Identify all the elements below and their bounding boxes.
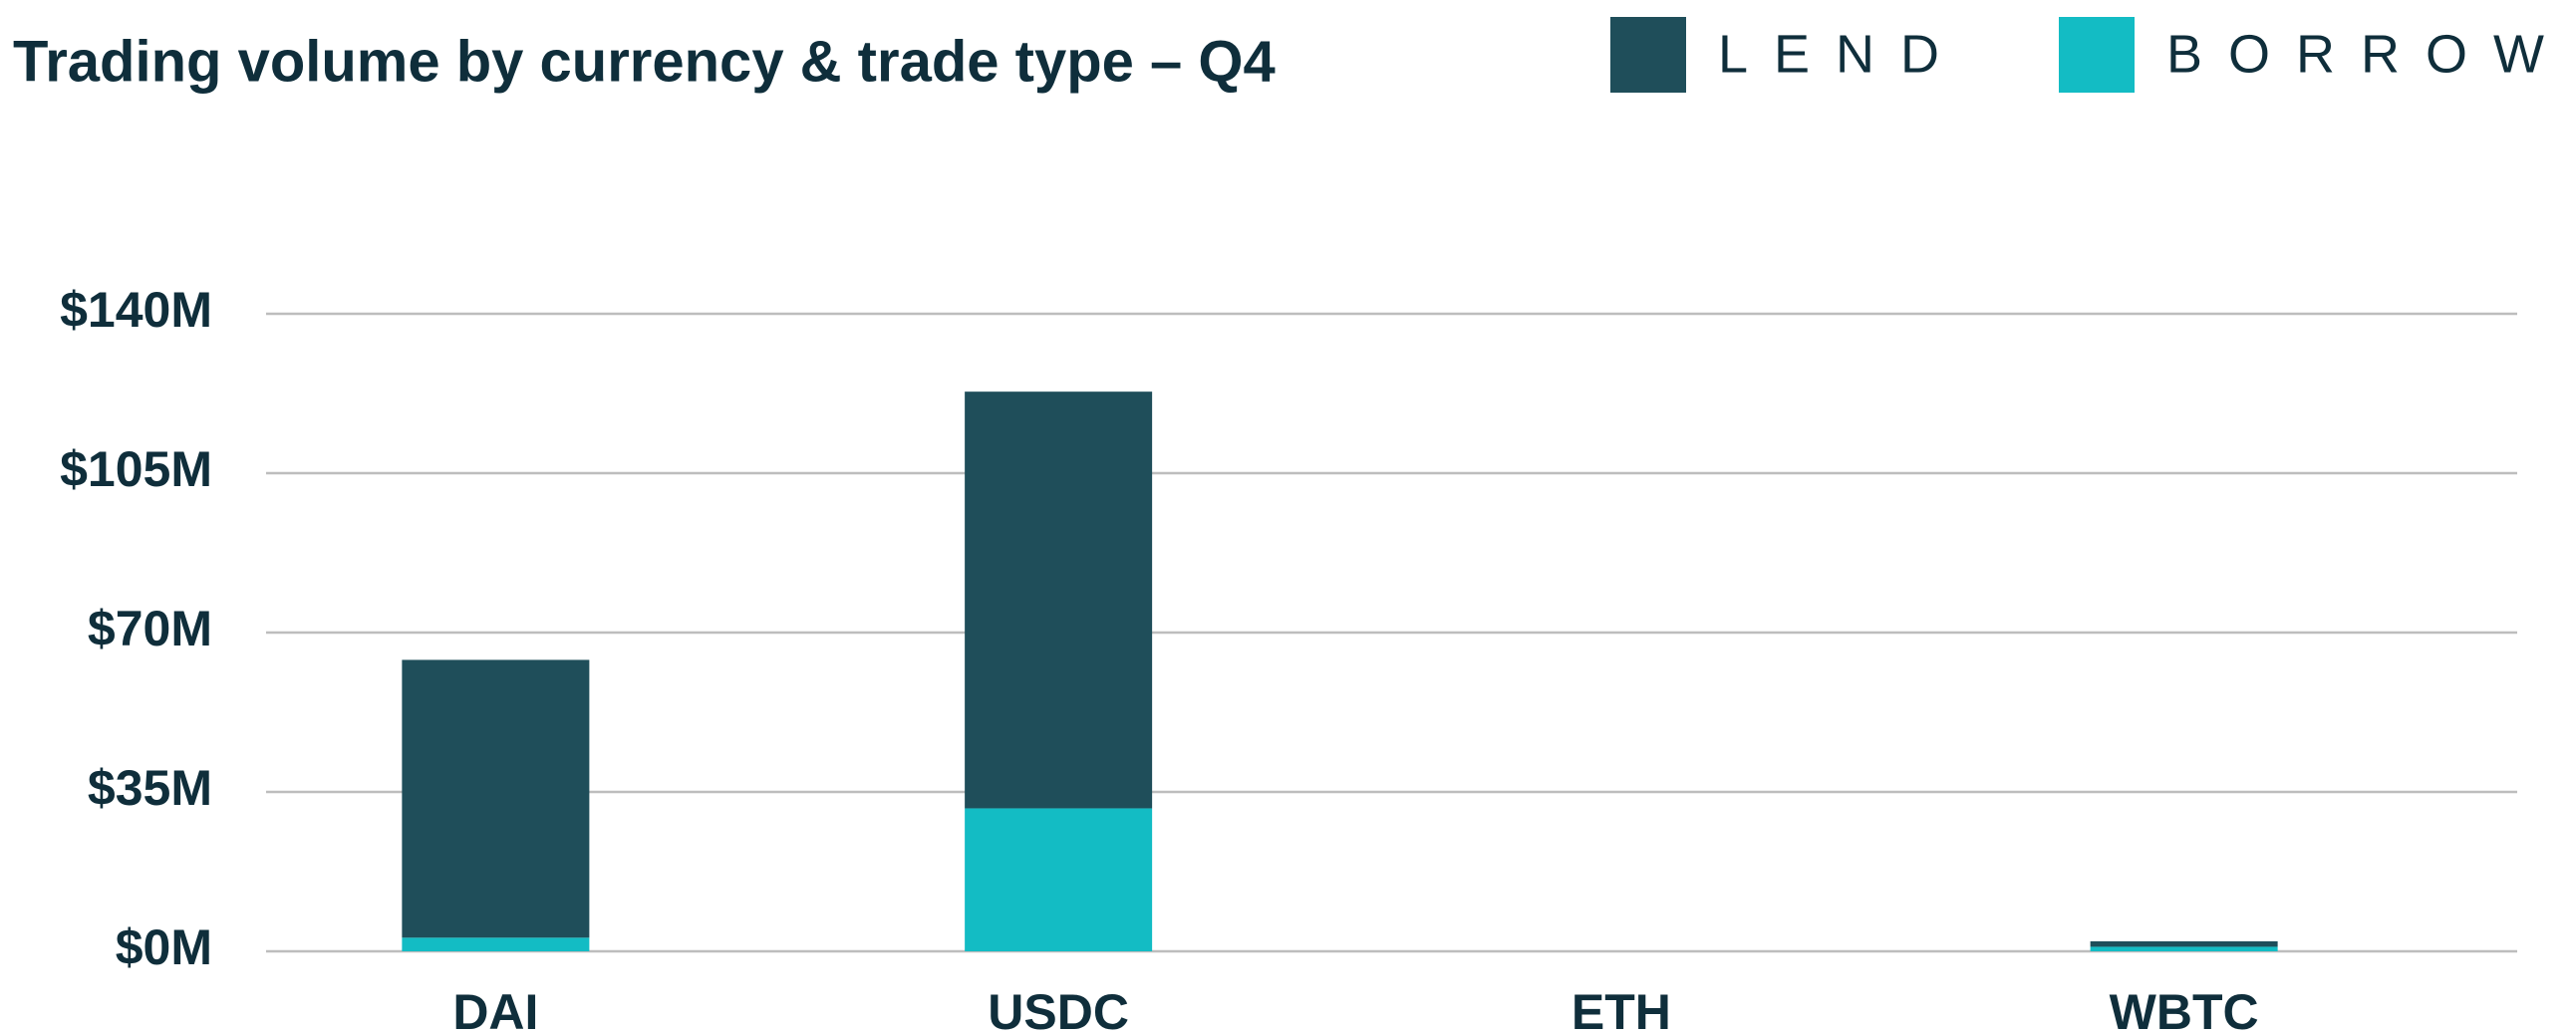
bar-segment (2090, 940, 2278, 947)
x-tick-label: DAI (452, 984, 538, 1034)
x-tick-label: WBTC (2110, 984, 2259, 1034)
y-tick-label: $70M (88, 601, 212, 656)
bar-segment (402, 659, 590, 938)
x-tick-label: ETH (1572, 984, 1671, 1034)
y-tick-label: $35M (88, 760, 212, 816)
legend-label: BORROW (2166, 24, 2570, 84)
bar-segment (2090, 946, 2278, 951)
y-tick-label: $0M (116, 919, 212, 975)
y-tick-label: $105M (60, 441, 212, 497)
x-tick-label: USDC (988, 984, 1129, 1034)
y-tick-label: $140M (60, 282, 212, 338)
legend-swatch (2059, 17, 2135, 93)
chart-title: Trading volume by currency & trade type … (13, 29, 1276, 94)
bar-segment (965, 391, 1153, 809)
legend-label: LEND (1718, 24, 1965, 84)
bar-segment (402, 937, 590, 951)
bar-segment (965, 808, 1153, 951)
legend-swatch (1610, 17, 1686, 93)
